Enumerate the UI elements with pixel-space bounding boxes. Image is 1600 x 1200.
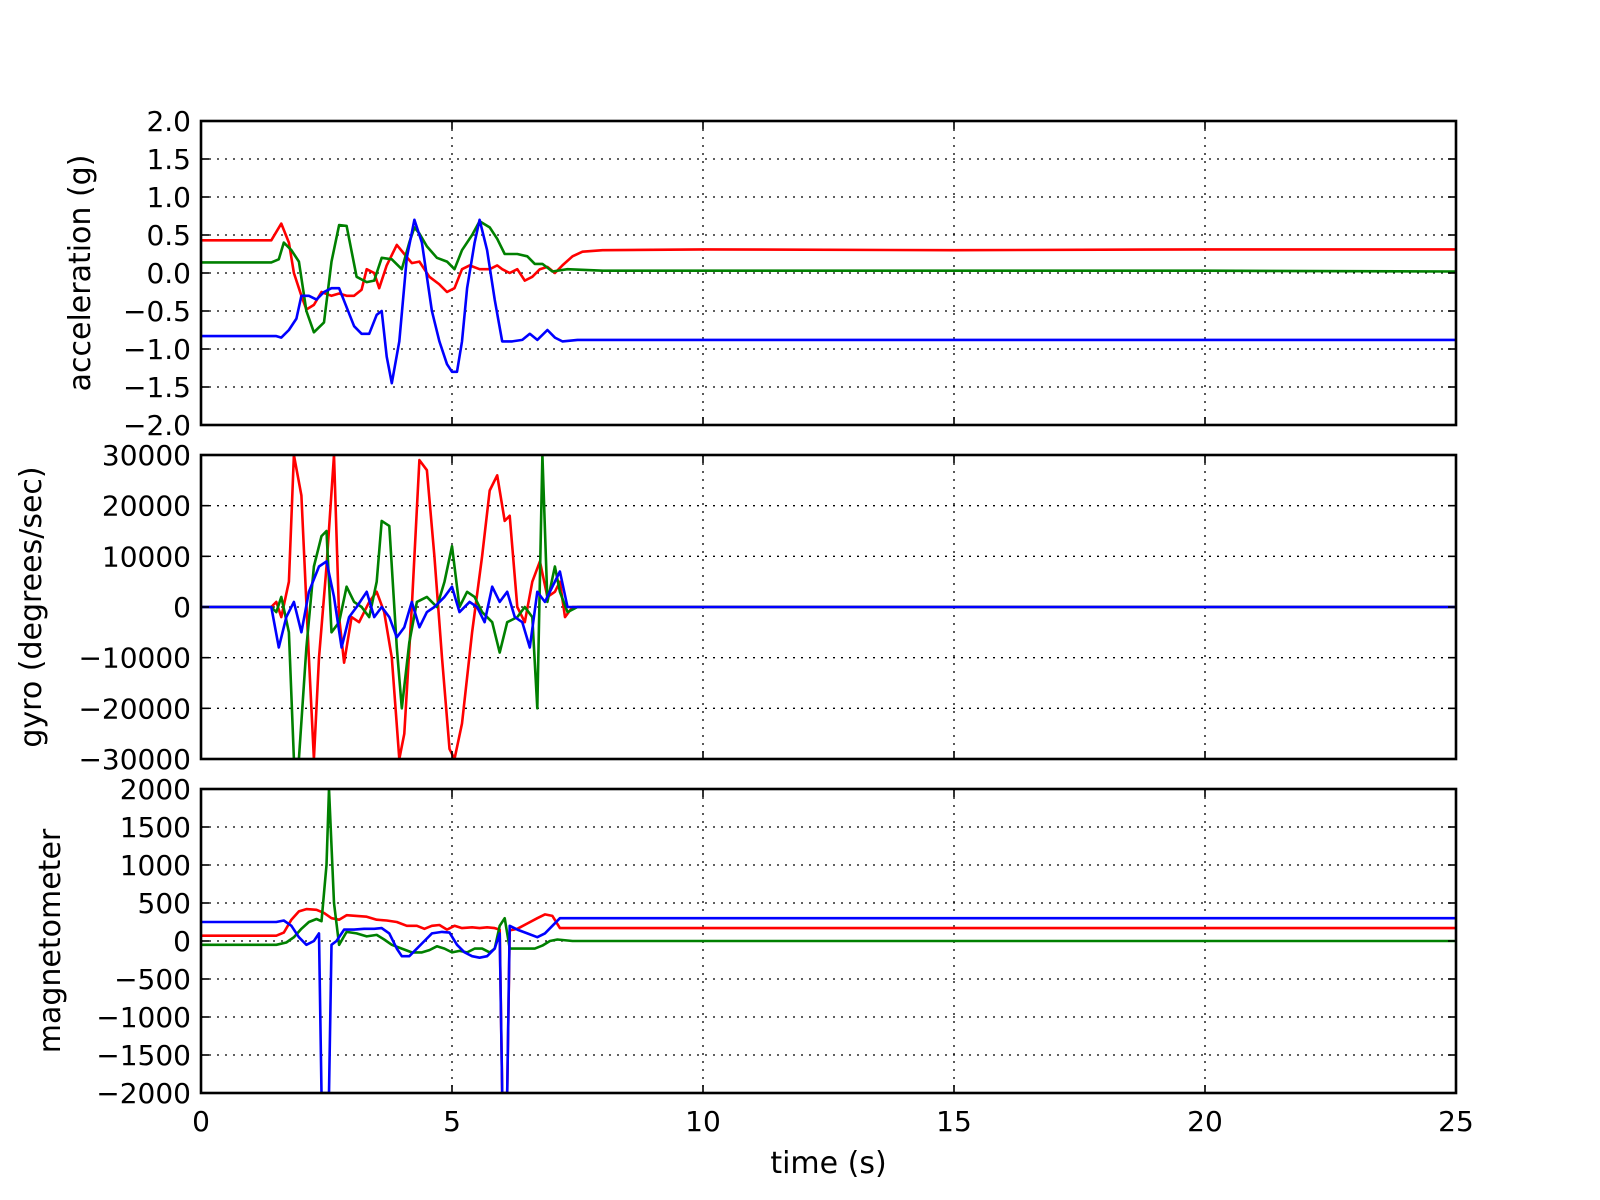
magnetometer-ytick-label: 0 (173, 925, 191, 958)
gyro-series-red (201, 455, 1456, 759)
magnetometer-series-green (201, 789, 1456, 954)
magnetometer-series-group (201, 789, 1456, 1093)
acceleration-ylabel: acceleration (g) (63, 155, 98, 392)
acceleration-ytick-label: −1.5 (123, 371, 191, 404)
acceleration-ytick-label: 0.0 (146, 257, 191, 290)
magnetometer-series-blue (201, 916, 1456, 1093)
acceleration-series-blue (201, 218, 1456, 385)
magnetometer-ytick-label: 2000 (120, 773, 191, 806)
magnetometer-ytick-label: −1000 (96, 1001, 191, 1034)
acceleration-series-green (201, 220, 1456, 334)
gyro-ytick-label: 20000 (102, 490, 191, 523)
x-axis-label: time (s) (770, 1146, 886, 1181)
acceleration-panel: −2.0 −1.5 −1.0 −0.5 0.0 0.5 1.0 1.5 2.0 accelerat… (63, 105, 1458, 442)
magnetometer-ytick-label: −500 (114, 963, 191, 996)
xtick-label: 15 (936, 1105, 972, 1138)
acceleration-ytick-label: −1.0 (123, 333, 191, 366)
acceleration-ytick-label: 0.5 (146, 219, 191, 252)
acceleration-ytick-label: 1.0 (146, 181, 191, 214)
magnetometer-ylabel: magnetometer (33, 828, 68, 1053)
gyro-panel: −30000 −20000 −10000 0 10000 20000 30000 gyro (… (14, 439, 1458, 776)
magnetometer-ytick-label: 500 (138, 887, 191, 920)
gyro-series-green (201, 455, 1456, 759)
gyro-ytick-label: 30000 (102, 439, 191, 472)
magnetometer-ytick-label: −2000 (96, 1077, 191, 1110)
xtick-label: 25 (1438, 1105, 1474, 1138)
gyro-series-group (201, 455, 1456, 759)
xtick-label: 10 (685, 1105, 721, 1138)
xtick-label: 20 (1187, 1105, 1223, 1138)
acceleration-ytick-label: 1.5 (146, 143, 191, 176)
gyro-series-blue (201, 560, 1456, 649)
acceleration-ytick-label: −2.0 (123, 409, 191, 442)
gyro-ytick-label: −20000 (78, 692, 191, 725)
acceleration-ytick-label: 2.0 (146, 105, 191, 138)
acceleration-ytick-label: −0.5 (123, 295, 191, 328)
gyro-ytick-label: −10000 (78, 642, 191, 675)
magnetometer-ytick-label: −1500 (96, 1039, 191, 1072)
gyro-ytick-label: −30000 (78, 743, 191, 776)
gyro-ytick-label: 0 (173, 591, 191, 624)
magnetometer-ytick-label: 1000 (120, 849, 191, 882)
magnetometer-panel: −2000 −1500 −1000 −500 0 500 1000 1500 2000 magne… (33, 773, 1474, 1181)
gyro-ytick-label: 10000 (102, 540, 191, 573)
gyro-ylabel: gyro (degrees/sec) (14, 466, 49, 747)
magnetometer-ytick-label: 1500 (120, 811, 191, 844)
xtick-label: 5 (443, 1105, 461, 1138)
acceleration-series-group (201, 218, 1456, 385)
xtick-label: 0 (192, 1105, 210, 1138)
